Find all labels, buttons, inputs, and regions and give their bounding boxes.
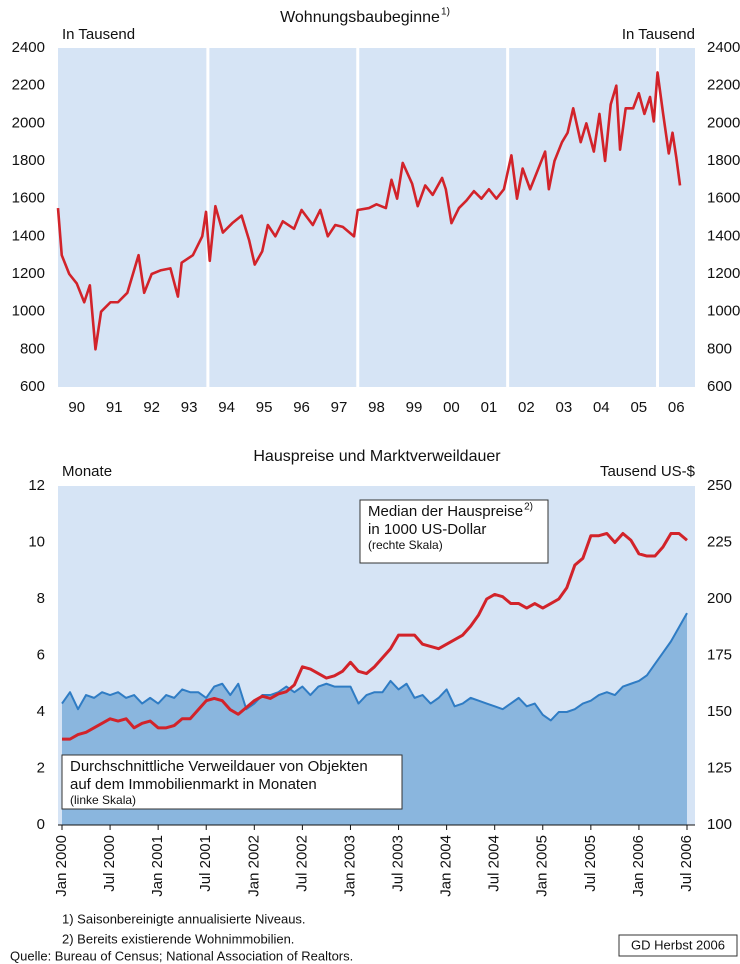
- x-tick-label: Jan 2000: [53, 835, 70, 897]
- y2-tick-label: 150: [707, 703, 732, 720]
- x-tick-label: Jul 2005: [582, 835, 599, 892]
- x-tick-label: 98: [368, 399, 385, 416]
- data-line: [56, 71, 682, 351]
- x-tick-label: 04: [593, 399, 610, 416]
- x-tick-label: 96: [293, 399, 310, 416]
- y2-axis-label: Tausend US-$: [600, 463, 696, 480]
- y-tick-label: 6: [37, 646, 45, 663]
- x-tick-label: 06: [668, 399, 685, 416]
- y2-tick-label: 1400: [707, 227, 740, 244]
- data-line: [62, 531, 688, 741]
- y2-tick-label: 2200: [707, 77, 740, 94]
- x-tick-label: 00: [443, 399, 460, 416]
- y-tick-label: 600: [20, 378, 45, 395]
- x-tick-label: Jan 2004: [438, 835, 455, 897]
- y-tick-label: 8: [37, 590, 45, 607]
- y-tick-label: 4: [37, 703, 45, 720]
- credit: GD Herbst 2006: [631, 937, 725, 952]
- plot-background: [58, 48, 695, 387]
- y-tick-label: 1200: [12, 265, 45, 282]
- x-tick-label: Jul 2006: [678, 835, 695, 892]
- data-line: [61, 612, 688, 722]
- y-tick-label: 800: [20, 340, 45, 357]
- y2-tick-label: 100: [707, 816, 732, 833]
- y-tick-label: 1000: [12, 303, 45, 320]
- y-tick-label: 2: [37, 759, 45, 776]
- x-tick-label: Jul 2000: [101, 835, 118, 892]
- y-tick-label: 1800: [12, 152, 45, 169]
- y2-tick-label: 1800: [707, 152, 740, 169]
- x-tick-label: 99: [406, 399, 423, 416]
- x-tick-label: 02: [518, 399, 535, 416]
- x-tick-label: 01: [481, 399, 498, 416]
- x-tick-label: Jul 2004: [486, 835, 503, 892]
- x-tick-label: Jul 2003: [390, 835, 407, 892]
- legend-box: [61, 754, 403, 810]
- y-tick-label: 2000: [12, 114, 45, 131]
- legend-box: [359, 499, 549, 564]
- legend-label: auf dem Immobilienmarkt in Monaten: [70, 776, 317, 793]
- y-tick-label: 1400: [12, 227, 45, 244]
- x-tick-label: Jul 2001: [197, 835, 214, 892]
- legend-label: in 1000 US-Dollar: [368, 521, 486, 538]
- y2-tick-label: 2400: [707, 39, 740, 56]
- y2-tick-label: 1600: [707, 190, 740, 207]
- y2-tick-label: 125: [707, 759, 732, 776]
- x-tick-label: 97: [331, 399, 348, 416]
- legend-scale: (rechte Skala): [368, 538, 443, 552]
- credit-box: [618, 934, 738, 957]
- y-tick-label: 12: [28, 477, 45, 494]
- legend-note: 2): [524, 502, 533, 513]
- chart-title: Hauspreise und Marktverweildauer: [253, 448, 501, 465]
- y-tick-label: 2200: [12, 77, 45, 94]
- y2-tick-label: 1000: [707, 303, 740, 320]
- y2-tick-label: 2000: [707, 114, 740, 131]
- x-tick-label: Jan 2003: [341, 835, 358, 897]
- x-tick-label: Jul 2002: [293, 835, 310, 892]
- x-tick-label: 95: [256, 399, 273, 416]
- footnote: 1) Saisonbereinigte annualisierte Niveau…: [62, 911, 306, 926]
- legend-label: Median der Hauspreise: [368, 503, 523, 520]
- y-tick-label: 2400: [12, 39, 45, 56]
- y2-tick-label: 1200: [707, 265, 740, 282]
- x-tick-label: Jan 2005: [534, 835, 551, 897]
- x-tick-label: 90: [68, 399, 85, 416]
- title-note: 1): [441, 7, 450, 18]
- chart-title: Wohnungsbaubeginne: [280, 9, 440, 26]
- y2-tick-label: 175: [707, 646, 732, 663]
- y-tick-label: 10: [28, 533, 45, 550]
- y-tick-label: 0: [37, 816, 45, 833]
- y2-tick-label: 250: [707, 477, 732, 494]
- x-tick-label: 92: [143, 399, 160, 416]
- x-tick-label: 91: [106, 399, 123, 416]
- y-axis-label: In Tausend: [62, 26, 135, 43]
- x-tick-label: Jan 2006: [630, 835, 647, 897]
- source: Quelle: Bureau of Census; National Assoc…: [10, 948, 353, 963]
- y2-axis-label: In Tausend: [622, 26, 695, 43]
- x-tick-label: 94: [218, 399, 235, 416]
- x-tick-label: 03: [556, 399, 573, 416]
- x-tick-label: 93: [181, 399, 198, 416]
- y2-tick-label: 225: [707, 533, 732, 550]
- footnote: 2) Bereits existierende Wohnimmobilien.: [62, 931, 294, 946]
- x-tick-label: Jan 2002: [245, 835, 262, 897]
- x-tick-label: Jan 2001: [149, 835, 166, 897]
- y2-tick-label: 200: [707, 590, 732, 607]
- legend-label: Durchschnittliche Verweildauer von Objek…: [70, 758, 368, 775]
- legend-scale: (linke Skala): [70, 793, 136, 807]
- x-tick-label: 05: [630, 399, 647, 416]
- y-tick-label: 1600: [12, 190, 45, 207]
- y2-tick-label: 600: [707, 378, 732, 395]
- y2-tick-label: 800: [707, 340, 732, 357]
- y-axis-label: Monate: [62, 463, 112, 480]
